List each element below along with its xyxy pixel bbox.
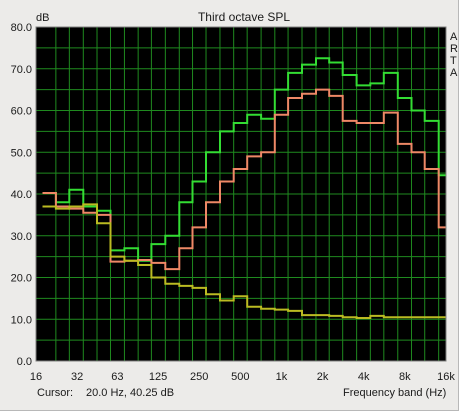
y-tick-labels: 0.0 10.0 20.0 30.0 40.0 50.0 60.0 70.0 80.0 [11, 22, 32, 368]
y-tick-label: 0.0 [17, 356, 32, 368]
x-tick-label: 8k [399, 371, 411, 383]
x-tick-label: 2k [317, 371, 329, 383]
y-axis-label: dB [36, 12, 49, 24]
y-tick-label: 40.0 [11, 189, 32, 201]
grid [36, 27, 446, 361]
y-tick-label: 10.0 [11, 314, 32, 326]
y-tick-label: 20.0 [11, 273, 32, 285]
cursor-readout: 20.0 Hz, 40.25 dB [86, 387, 175, 399]
x-tick-labels: 16 32 63 125 250 500 1k 2k 4k 8k 16k [30, 371, 455, 383]
x-tick-label: 32 [71, 371, 83, 383]
y-tick-label: 50.0 [11, 147, 32, 159]
x-tick-label: 63 [111, 371, 123, 383]
x-tick-label: 4k [358, 371, 370, 383]
x-tick-label: 250 [190, 371, 208, 383]
side-letter: R [450, 43, 458, 55]
x-axis-label: Frequency band (Hz) [343, 387, 447, 399]
y-tick-label: 30.0 [11, 231, 32, 243]
cursor-label: Cursor: [37, 387, 74, 399]
x-tick-label: 16 [30, 371, 42, 383]
x-tick-label: 16k [437, 371, 455, 383]
x-tick-label: 1k [276, 371, 288, 383]
side-letter: A [450, 31, 458, 43]
y-tick-label: 60.0 [11, 106, 32, 118]
series-layer [42, 57, 446, 319]
y-tick-label: 70.0 [11, 64, 32, 76]
side-letter: T [450, 55, 457, 67]
y-tick-label: 80.0 [11, 22, 32, 34]
side-letter: A [450, 67, 458, 79]
x-tick-label: 125 [149, 371, 167, 383]
series-line-3 [42, 203, 446, 319]
plot-frame [35, 26, 447, 362]
chart-title: Third octave SPL [198, 10, 290, 24]
x-tick-label: 500 [231, 371, 249, 383]
